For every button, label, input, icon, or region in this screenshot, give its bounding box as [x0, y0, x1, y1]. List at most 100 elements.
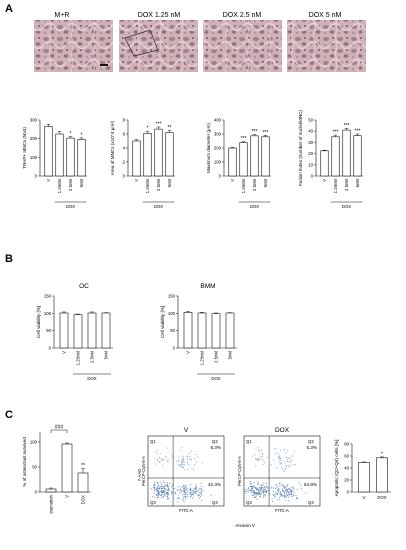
panel-label-a: A [5, 3, 13, 15]
flow-dot [181, 463, 183, 465]
flow-dot [276, 486, 278, 488]
flow-dot [265, 491, 267, 493]
flow-dot [194, 492, 197, 494]
significance-marker: *** [355, 129, 361, 135]
flow-dot [182, 460, 184, 463]
flow-dot [181, 460, 183, 462]
q2-percent: 5.3% [307, 445, 317, 450]
flow-dot [261, 454, 263, 456]
flow-dot [282, 468, 284, 470]
flow-dot [285, 499, 287, 501]
flow-dot [284, 493, 286, 495]
flow-dot [260, 487, 262, 489]
y-tick-label: 50 [308, 118, 313, 123]
flow-dot [288, 493, 290, 495]
flow-dot [189, 457, 191, 459]
bar [55, 133, 64, 177]
flow-dot [286, 493, 288, 495]
flow-dot [183, 500, 185, 502]
flow-dot [255, 457, 257, 459]
flow-dot [160, 495, 162, 497]
x-tick-label: 1.25nM [200, 351, 205, 366]
flow-dot [184, 491, 186, 494]
bar [211, 313, 221, 349]
flow-dot [284, 495, 286, 497]
flow-dot [246, 491, 248, 493]
flow-shared-xlabel: Annexin V [235, 523, 255, 528]
significance-marker: *** [333, 130, 339, 136]
quadrant-label: Q2 [308, 439, 314, 444]
flow-dot [284, 485, 286, 487]
flow-dot [157, 482, 159, 484]
flow-dot [160, 459, 162, 461]
flow-dot [255, 459, 257, 461]
chart-osteoclast-survived: 0 50 100% of osteoclast survived starvation… [22, 425, 91, 514]
flow-dot [159, 457, 161, 460]
flow-dot [163, 482, 165, 484]
flow-dot [200, 488, 202, 490]
flow-dot [151, 495, 153, 498]
flow-dot [281, 462, 283, 464]
flow-dot [182, 455, 184, 457]
flow-dot [275, 484, 277, 486]
bar [77, 139, 86, 177]
flow-dot [257, 458, 259, 460]
bar [320, 150, 329, 177]
flow-dot [286, 488, 288, 490]
flow-dot [198, 492, 200, 494]
flow-dot [190, 459, 192, 461]
y-axis-label: Cell viability [%] [36, 306, 41, 338]
flow-dot [179, 488, 181, 490]
y-tick-label: 0 [35, 174, 38, 179]
flow-dot [193, 490, 195, 492]
flow-dot [286, 456, 288, 458]
significance-marker: * [81, 132, 83, 138]
flow-dot [197, 490, 199, 492]
chart-apoptotic-cells: 0 20 40 60 80 Apoptotic (Q2+Q4) cells [%] V * DO… [334, 440, 391, 500]
flow-dot [162, 459, 164, 461]
micrograph-dox-2-5: DOX 2.5 nM [203, 12, 282, 72]
panel-label-b: B [5, 253, 13, 265]
flow-dot [153, 496, 156, 498]
flow-dot [198, 489, 200, 491]
flow-xlabel: FITC-A [179, 508, 193, 513]
flow-dot [165, 456, 167, 458]
flow-dot [284, 490, 286, 492]
x-tick-label: 1.25nM [76, 351, 81, 366]
cell-outline [124, 29, 159, 57]
flow-dot [276, 484, 278, 487]
y-tick-label: 0 [311, 174, 314, 179]
bar [154, 128, 163, 177]
flow-dot [249, 489, 251, 491]
flow-dot [263, 496, 265, 498]
flow-dot [159, 492, 161, 494]
flow-ylabel: PerCP-Cy5-5-A [141, 456, 146, 486]
flow-dot [259, 494, 261, 496]
flow-dot [183, 485, 185, 487]
flow-dot [167, 488, 170, 490]
quadrant-label: Q4 [212, 500, 218, 505]
flow-dot [189, 459, 191, 461]
bar [132, 140, 141, 177]
flow-dot [154, 485, 156, 487]
y-tick-label: 50 [32, 465, 37, 470]
flow-dot [260, 493, 263, 495]
flow-dot [195, 461, 197, 463]
scale-bar [100, 64, 108, 66]
flow-dot [287, 495, 289, 497]
flow-dot [161, 487, 163, 490]
flow-dot [156, 488, 158, 490]
flow-dot [195, 486, 197, 488]
flow-dot [295, 494, 297, 497]
flow-dot [156, 453, 158, 455]
flow-dot [152, 484, 154, 486]
x-tick-label: 2.5nM [214, 351, 219, 363]
flow-dot [288, 500, 290, 502]
significance-marker: * [70, 131, 72, 137]
flow-dot [192, 489, 194, 491]
flow-dot [172, 491, 174, 493]
x-tick-label: 5nM [228, 351, 233, 360]
bar [59, 312, 69, 349]
flow-dot [254, 491, 256, 493]
